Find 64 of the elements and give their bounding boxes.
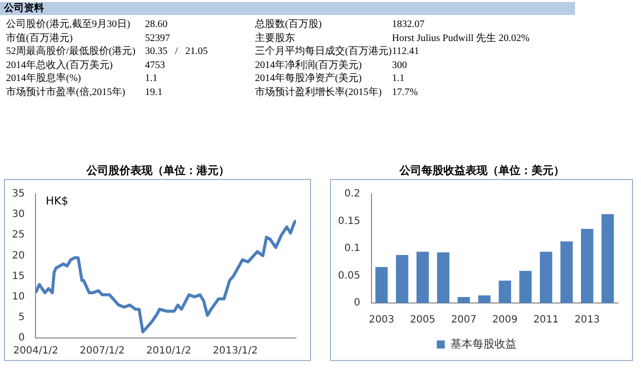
y-tick-label: 10: [12, 291, 25, 302]
x-tick-label: 2011: [533, 314, 559, 326]
bar: [519, 270, 532, 303]
text: 52周最高股价/最低股价(港元): [6, 45, 136, 58]
text: 公司股价(港元,截至9月30日): [6, 18, 130, 31]
text: 三个月平均每日成交(百万港元): [255, 45, 392, 58]
text: 2014年总收入(百万美元): [6, 58, 113, 72]
bar: [560, 241, 573, 303]
x-tick-label: 2013: [574, 314, 600, 326]
y-axis-title: HK$: [46, 194, 68, 208]
text: 28.60: [145, 18, 168, 31]
chart-title: 公司每股收益表现（单位：美元）: [398, 163, 566, 179]
y-tick-label: 30: [12, 209, 25, 220]
text: 19.1: [145, 86, 162, 98]
text: 1832.07: [392, 18, 424, 31]
y-tick-label: 25: [12, 230, 25, 241]
chart-title: 公司股价表现（单位：港元）: [85, 163, 230, 179]
text: 1.1: [392, 72, 404, 85]
text: 市场预计市盈率(倍,2015年): [6, 86, 126, 98]
y-tick-label: 0.05: [338, 270, 360, 282]
bar: [416, 252, 429, 303]
y-tick-label: 5: [18, 312, 25, 324]
bar: [458, 297, 470, 303]
text: 30.35 / 21.05: [145, 45, 208, 58]
text: 4753: [145, 58, 165, 72]
bar: [375, 267, 388, 303]
text: 市值(百万港元): [6, 32, 73, 44]
text: 2014年股息率(%): [6, 72, 81, 85]
text: Horst Julius Pudwill 先生 20.02%: [392, 32, 530, 44]
y-tick-label: 0: [354, 298, 360, 309]
x-tick-label: 2007/1/2: [80, 346, 125, 357]
x-tick-label: 2010/1/2: [146, 346, 192, 357]
x-tick-label: 2003: [368, 314, 394, 326]
x-tick-label: 2009: [492, 314, 518, 326]
bar: [602, 214, 614, 303]
legend-label: 基本每股收益: [450, 337, 516, 350]
x-tick-label: 2007: [451, 314, 477, 326]
text: 17.7%: [392, 86, 418, 98]
y-tick-label: 35: [12, 188, 25, 200]
bar: [478, 295, 491, 303]
text: 2014年净利润(百万美元): [255, 58, 362, 72]
y-tick-label: 20: [12, 250, 25, 262]
text: 总股数(百万股): [255, 18, 322, 31]
text: 市场预计盈利增长率(2015年): [255, 86, 382, 98]
text: 2014年每股净资产(美元): [255, 72, 362, 85]
y-tick-label: 0.2: [344, 188, 360, 200]
y-tick-label: 0: [18, 332, 25, 344]
y-tick-label: 0.1: [344, 243, 360, 254]
bar: [580, 228, 594, 303]
y-tick-label: 0.15: [338, 216, 360, 227]
text: 公司资料: [0, 2, 575, 15]
bar: [396, 255, 408, 303]
bar: [540, 252, 552, 303]
bar: [498, 280, 512, 303]
y-tick-label: 15: [12, 270, 25, 282]
x-tick-label: 2004/1/2: [13, 346, 58, 357]
text: 1.1: [145, 72, 158, 85]
text: 主要股东: [255, 32, 295, 44]
text: 112.41: [392, 45, 420, 58]
x-tick-label: 2013/1/2: [212, 346, 258, 357]
x-tick-label: 2005: [410, 314, 436, 326]
text: 52397: [145, 32, 170, 44]
bar: [437, 252, 450, 303]
text: 300: [392, 58, 407, 72]
